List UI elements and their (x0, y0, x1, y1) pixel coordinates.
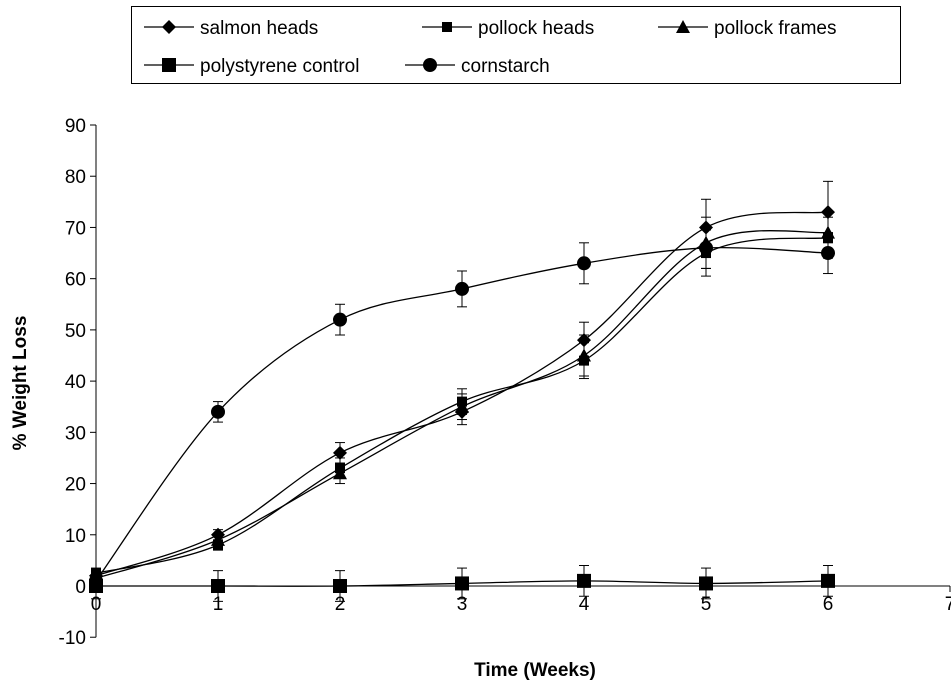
data-point (821, 246, 835, 261)
y-axis-title: % Weight Loss (10, 316, 31, 451)
y-tick-label: 60 (65, 270, 86, 291)
x-tick-label: 5 (701, 594, 712, 615)
data-point (455, 576, 469, 591)
legend-label: polystyrene control (200, 56, 359, 77)
data-markers (89, 205, 835, 593)
x-tick-label: 4 (579, 594, 590, 615)
data-point (455, 281, 469, 296)
legend-label: pollock heads (478, 18, 594, 39)
data-point (333, 579, 347, 593)
data-point (577, 256, 591, 271)
x-tick-label: 3 (457, 594, 468, 615)
x-axis-title: Time (Weeks) (474, 660, 596, 681)
legend-marker (162, 58, 176, 72)
y-tick-label: 90 (65, 116, 86, 137)
data-point (821, 573, 835, 588)
y-tick-label: 80 (65, 167, 86, 188)
data-point (211, 579, 225, 593)
data-point (333, 445, 347, 460)
x-tick-label: 2 (335, 594, 346, 615)
data-point (577, 333, 591, 348)
data-point (89, 573, 103, 588)
x-tick-label: 1 (213, 594, 224, 615)
data-point (577, 348, 591, 362)
data-point (699, 576, 713, 591)
y-tick-label: 0 (75, 577, 86, 598)
data-point (577, 573, 591, 588)
x-tick-label: 6 (823, 594, 834, 615)
y-tick-label: -10 (59, 628, 86, 649)
data-point (333, 312, 347, 327)
error-bars (91, 180, 833, 602)
y-tick-label: 70 (65, 218, 86, 239)
legend-label: cornstarch (461, 56, 550, 77)
legend-label: pollock frames (714, 18, 837, 39)
y-tick-label: 10 (65, 526, 86, 547)
legend-marker (676, 20, 690, 33)
x-tick-label: 7 (945, 594, 951, 615)
x-tick-label: 0 (91, 594, 102, 615)
y-tick-label: 30 (65, 423, 86, 444)
data-point (699, 220, 713, 235)
legend-label: salmon heads (200, 18, 318, 39)
axes (90, 124, 951, 638)
legend: salmon heads pollock heads pollock frames p… (131, 6, 901, 84)
y-tick-label: 40 (65, 372, 86, 393)
legend-marker (162, 20, 176, 34)
data-point (333, 466, 347, 480)
data-point (211, 532, 225, 546)
data-point (455, 399, 469, 413)
legend-entries: salmon heads pollock heads pollock frames p… (144, 18, 837, 77)
data-point (699, 240, 713, 255)
data-point (211, 404, 225, 419)
legend-marker (442, 22, 452, 32)
data-point (821, 225, 835, 239)
data-point (821, 205, 835, 220)
legend-marker (423, 58, 437, 72)
y-tick-label: 20 (65, 475, 86, 496)
y-tick-label: 50 (65, 321, 86, 342)
